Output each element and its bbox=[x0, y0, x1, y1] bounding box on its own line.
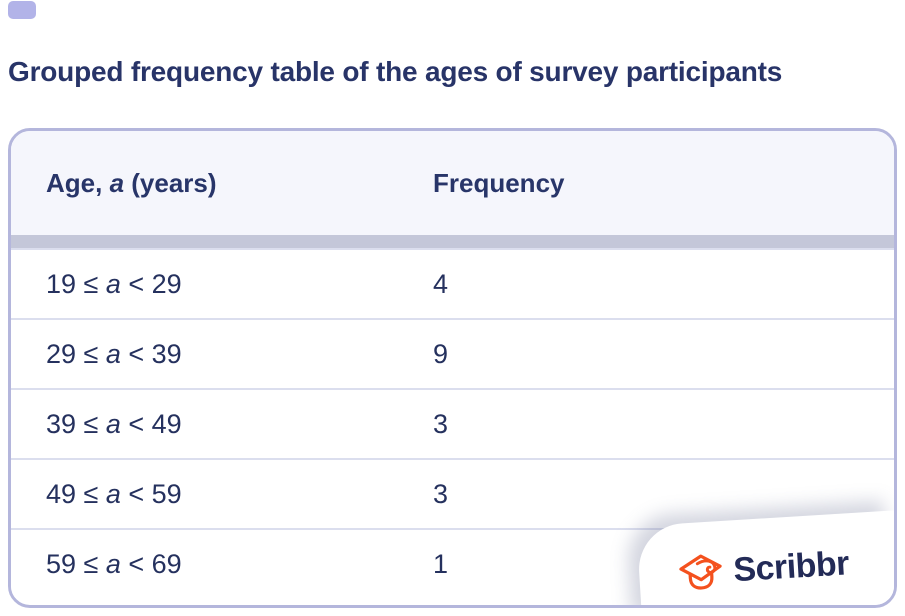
corner-accent-chip bbox=[8, 1, 36, 19]
frequency-table: Age, a (years) Frequency 19 ≤ a < 29 4 2… bbox=[8, 128, 897, 608]
column-header-frequency: Frequency bbox=[433, 167, 565, 198]
variable-a: a bbox=[105, 548, 121, 579]
table-row: 29 ≤ a < 39 9 bbox=[11, 318, 894, 388]
table-row: 39 ≤ a < 49 3 bbox=[11, 388, 894, 458]
column-header-age: Age, a (years) bbox=[46, 167, 217, 198]
variable-a: a bbox=[105, 268, 121, 299]
age-interval: 49 ≤ a < 59 bbox=[46, 478, 182, 509]
age-interval: 59 ≤ a < 69 bbox=[46, 548, 182, 579]
page-title: Grouped frequency table of the ages of s… bbox=[8, 55, 888, 89]
age-interval: 19 ≤ a < 29 bbox=[46, 268, 182, 299]
brand-logo-card: Scribbr bbox=[636, 510, 894, 605]
frequency-value: 1 bbox=[433, 548, 449, 579]
page-title-text: Grouped frequency table of the ages of s… bbox=[8, 55, 783, 87]
variable-a: a bbox=[105, 338, 121, 369]
brand-logo-text: Scribbr bbox=[732, 543, 850, 589]
graduation-cap-icon bbox=[679, 553, 722, 590]
age-interval: 29 ≤ a < 39 bbox=[46, 338, 182, 369]
frequency-value: 3 bbox=[433, 408, 449, 439]
table-row: 49 ≤ a < 59 3 bbox=[11, 458, 894, 528]
frequency-value: 4 bbox=[433, 268, 449, 299]
variable-a: a bbox=[105, 478, 121, 509]
variable-a: a bbox=[105, 408, 121, 439]
table-row: 19 ≤ a < 29 4 bbox=[11, 248, 894, 318]
frequency-value: 9 bbox=[433, 338, 449, 369]
age-interval: 39 ≤ a < 49 bbox=[46, 408, 182, 439]
variable-a: a bbox=[109, 167, 125, 198]
table-header-row: Age, a (years) Frequency bbox=[11, 131, 894, 248]
frequency-value: 3 bbox=[433, 478, 449, 509]
